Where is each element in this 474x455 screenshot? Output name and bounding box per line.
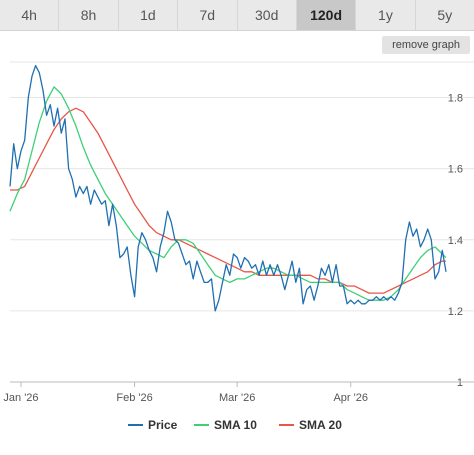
y-tick-label: 1.6	[448, 164, 463, 176]
x-axis-ticks: Jan '26 Feb '26 Mar '26 Apr '26	[3, 381, 474, 404]
legend: Price SMA 10 SMA 20	[128, 418, 342, 432]
x-tick-label: Jan '26	[3, 392, 38, 404]
range-tab-4h[interactable]: 4h	[0, 0, 60, 30]
legend-label: SMA 20	[299, 418, 342, 432]
x-tick-label: Mar '26	[219, 392, 255, 404]
legend-item-sma-10[interactable]: SMA 10	[194, 418, 257, 432]
range-tab-5y[interactable]: 5y	[437, 7, 453, 23]
range-tab-7d[interactable]: 7d	[178, 0, 238, 30]
legend-label: Price	[148, 418, 178, 432]
legend-label: SMA 10	[214, 418, 257, 432]
remove-graph-button[interactable]: remove graph	[382, 36, 470, 54]
legend-item-sma-20[interactable]: SMA 20	[279, 418, 342, 432]
x-tick-label: Apr '26	[333, 392, 368, 404]
y-tick-label: 1	[457, 377, 463, 389]
series-line-sma-20	[10, 107, 446, 294]
legend-item-price[interactable]: Price	[128, 418, 178, 432]
range-tab-1y[interactable]: 1y	[356, 0, 416, 30]
y-tick-label: 1.4	[448, 235, 463, 247]
range-tab-8h[interactable]: 8h	[59, 0, 119, 30]
y-tick-label: 1.2	[448, 306, 463, 318]
range-tab-30d[interactable]: 30d	[238, 0, 297, 30]
range-tab-bar: 4h 8h 1d 7d 30d 120d 1y 5y	[0, 0, 474, 31]
series-line-sma-10	[9, 86, 447, 301]
series-lines	[9, 64, 447, 312]
series-line-price	[9, 64, 447, 312]
range-tab-120d[interactable]: 120d	[296, 0, 357, 30]
x-tick-label: Feb '26	[116, 392, 152, 404]
y-tick-label: 1.8	[448, 93, 463, 105]
y-axis-ticks: 1 1.2 1.4 1.6 1.8	[448, 93, 463, 389]
range-tab-1d[interactable]: 1d	[119, 0, 179, 30]
